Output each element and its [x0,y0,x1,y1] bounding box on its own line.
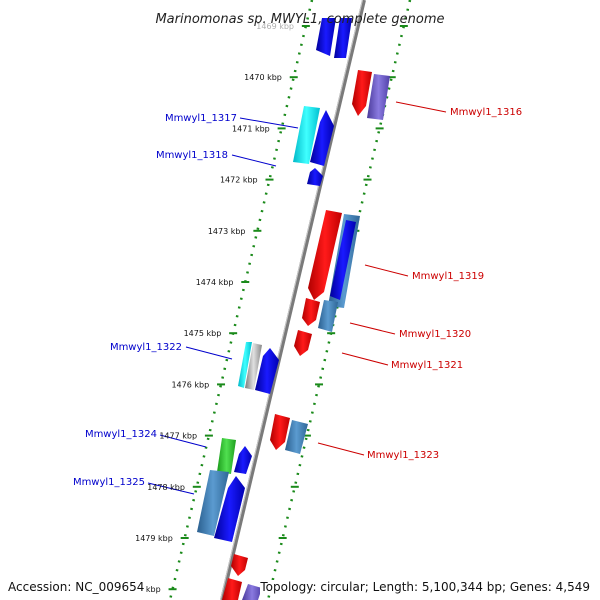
gene-arrow-1320b [318,300,338,332]
gene-label-1320: Mmwyl1_1320 [399,329,471,340]
gene-arrow-1326b [222,578,242,600]
gene-label-1322: Mmwyl1_1322 [110,342,182,353]
leader-1324 [159,434,207,448]
gene-arrow-1324 [217,438,236,474]
accession-text: Accession: NC_009654 [8,580,145,594]
leader-1325 [147,482,195,495]
leader-1316 [395,101,447,113]
gene-arrow-1321 [294,330,312,356]
kbp-label: 1470 kbp [244,73,282,82]
gene-arrow-1317 [293,106,320,164]
kbp-label: 1471 kbp [232,124,270,133]
gene-arrow-1319c [330,220,356,300]
inner-guide-line [168,0,314,600]
kbp-label: 1472 kbp [220,176,258,185]
leader-1318 [231,154,277,167]
leader-lines [147,101,447,495]
gene-arrow-1323b [285,420,308,454]
kbp-label: 1475 kbp [184,329,222,338]
kbp-label: 1479 kbp [135,534,173,543]
gene-label-1319: Mmwyl1_1319 [412,271,484,282]
gene-arrow-1326c [242,584,262,600]
gene-label-1323: Mmwyl1_1323 [367,450,439,461]
gene-arrow-1323a [270,414,290,450]
kbp-label: 1478 kbp [147,483,185,492]
gene-arrow-1322c [255,348,279,394]
kbp-label: 1473 kbp [208,227,246,236]
gene-arrow-1320a [302,298,320,326]
genome-backbone-highlight [220,0,363,600]
leader-1322 [185,346,233,360]
gene-arrow-1322b [245,343,262,390]
gene-arrow-1325b [214,476,245,542]
gene-arrow-1315b [334,18,352,58]
gene-label-1316: Mmwyl1_1316 [450,107,522,118]
gene-arrow-1326a [231,554,248,576]
gene-arrow-1316a [352,70,372,116]
kbp-label: 1474 kbp [196,278,234,287]
kbp-labels: 1469 kbp 1470 kbp 1471 kbp 1472 kbp 1473 kbp… [123,22,294,594]
gene-labels: Mmwyl1_1316 Mmwyl1_1317 Mmwyl1_1318 Mmwy… [73,107,522,488]
kbp-label: 1469 kbp [256,22,294,31]
leader-1319 [364,264,409,277]
gene-arrow-1325a [197,470,229,536]
leader-1320 [349,322,396,335]
gene-arrow-1316b [367,74,390,120]
gene-label-1324: Mmwyl1_1324 [85,429,157,440]
leader-1321 [341,352,389,366]
kbp-label: 1477 kbp [159,432,197,441]
gene-arrow-1324b [234,446,252,474]
forward-genes [197,18,352,542]
leader-1317 [239,117,299,129]
map-title: Marinomonas sp. MWYL1, complete genome [155,12,444,27]
topology-text: Topology: circular; Length: 5,100,344 bp… [260,580,590,594]
gene-label-1325: Mmwyl1_1325 [73,477,145,488]
genome-backbone [220,0,366,600]
kbp-label: 1476 kbp [171,380,209,389]
gene-arrow-1322a [238,342,252,388]
reverse-genes [222,70,390,600]
outer-guide-line [266,0,412,600]
gene-label-1321: Mmwyl1_1321 [391,360,463,371]
gene-arrow-1318b [307,168,323,186]
leader-1323 [317,442,365,456]
gene-arrow-1319a [308,210,342,300]
gene-label-1317: Mmwyl1_1317 [165,113,237,124]
gene-arrow-1318 [310,110,334,166]
gene-label-1318: Mmwyl1_1318 [156,150,228,161]
gene-arrow-1315a [316,18,336,56]
